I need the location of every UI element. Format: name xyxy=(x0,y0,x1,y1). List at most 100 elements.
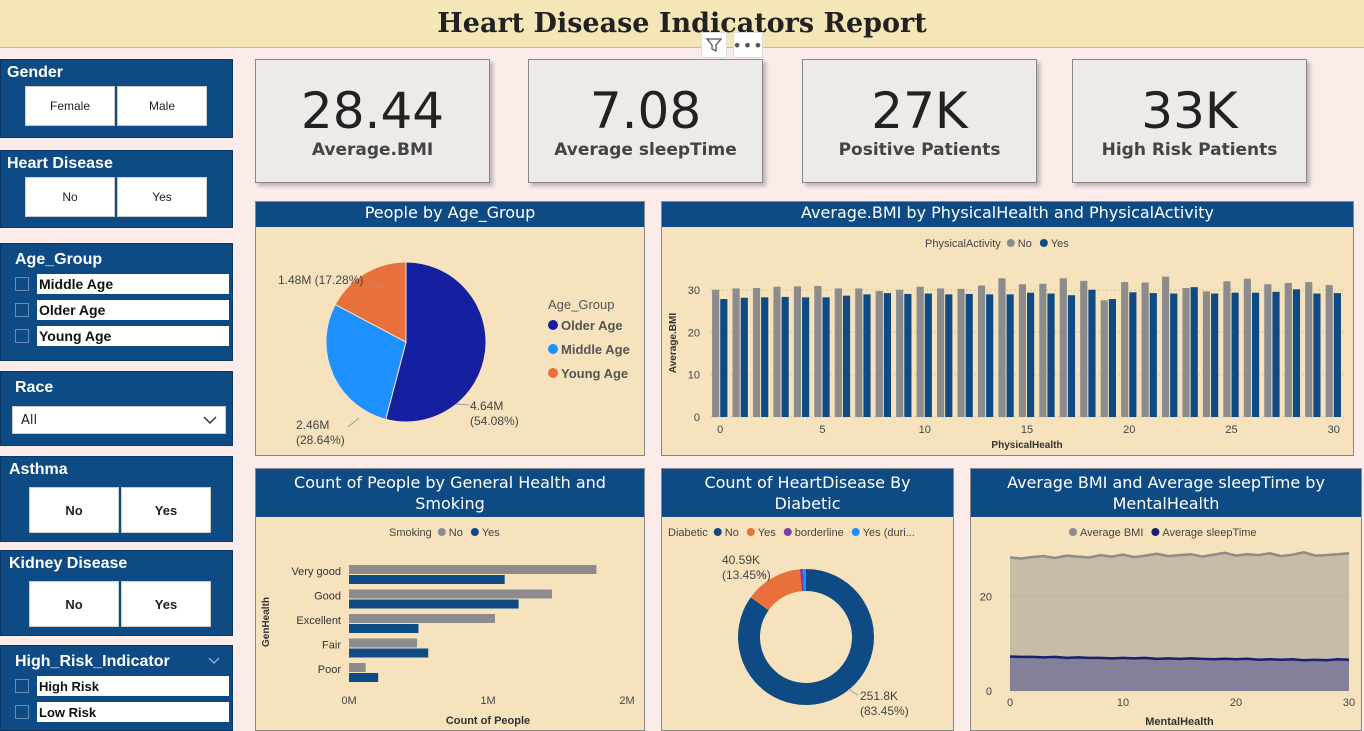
race-dropdown[interactable]: All xyxy=(12,406,226,434)
heart-disease-slicer-title: Heart Disease xyxy=(7,155,113,172)
bar-yes-19 xyxy=(1108,299,1116,417)
more-options-icon[interactable]: ••• xyxy=(732,32,763,58)
pie-slice-older-age xyxy=(385,261,487,423)
panel-title: Average BMI and Average sleepTime by Men… xyxy=(971,469,1361,517)
kpi-value: 7.08 xyxy=(589,82,702,140)
genhealth-smoking-bar-chart[interactable]: Smoking No Yes Very good Good Excellent Fair Po… xyxy=(256,517,644,731)
bar-no-12 xyxy=(957,288,965,417)
bar-no-9 xyxy=(896,289,904,417)
bar-no-21 xyxy=(1141,282,1149,417)
bar-no-3 xyxy=(773,286,781,417)
bar-yes-17 xyxy=(1067,295,1076,417)
kpi-label: Average sleepTime xyxy=(554,140,737,160)
legend-entry: Yes xyxy=(1051,238,1069,250)
legend-entry: Older Age xyxy=(561,318,623,333)
y-tick-label: Very good xyxy=(291,566,341,578)
asthma-yes-button[interactable]: Yes xyxy=(121,487,211,533)
x-tick-label: 5 xyxy=(819,424,825,436)
legend-entry: Average sleepTime xyxy=(1162,527,1256,539)
legend-entry: Yes (duri... xyxy=(863,527,915,539)
bar-no-2 xyxy=(752,288,761,417)
race-slicer-title: Race xyxy=(15,379,54,396)
checkbox[interactable] xyxy=(15,277,29,291)
checkbox[interactable] xyxy=(15,303,29,317)
mental-health-area-panel: Average BMI and Average sleepTime by Men… xyxy=(970,468,1362,731)
y-tick-label: 20 xyxy=(980,591,992,603)
panel-title: Count of People by General Health and Sm… xyxy=(256,469,644,517)
legend-entry: Yes xyxy=(482,527,500,539)
heart-disease-yes-button[interactable]: Yes xyxy=(117,177,207,217)
gender-male-button[interactable]: Male xyxy=(117,86,207,126)
high-risk-slicer: High_Risk_Indicator High Risk Low Risk xyxy=(0,645,233,731)
bar-no-30 xyxy=(1325,285,1333,417)
high-risk-option-low[interactable]: Low Risk xyxy=(37,702,229,722)
filter-icon-svg xyxy=(706,38,722,53)
mental-health-area-chart[interactable]: Average BMI Average sleepTime 0 20 0 10 20 30 Me… xyxy=(971,517,1361,731)
x-tick-label: 1M xyxy=(480,695,495,707)
chevron-down-icon[interactable] xyxy=(208,657,220,665)
donut-data-label: 40.59K xyxy=(722,553,760,567)
filter-icon[interactable] xyxy=(701,32,727,58)
x-tick-label: 30 xyxy=(1343,697,1355,709)
bar-yes-10 xyxy=(924,293,932,417)
high-risk-option-high[interactable]: High Risk xyxy=(37,676,229,696)
bar-yes-12 xyxy=(965,293,973,417)
bar-no-28 xyxy=(1284,282,1292,417)
age-group-pie-chart[interactable]: 4.64M(54.08%) 2.46M(28.64%) 1.48M (17.28%)… xyxy=(256,227,644,455)
kidney-disease-yes-button[interactable]: Yes xyxy=(121,581,211,627)
bar-no-poor xyxy=(349,663,366,672)
bar-no-fair xyxy=(349,638,418,648)
bar-yes-15 xyxy=(1027,292,1035,417)
legend-marker xyxy=(1151,528,1160,536)
x-axis-label: Count of People xyxy=(446,715,530,727)
bar-no-good xyxy=(349,589,552,599)
y-tick-label: Excellent xyxy=(296,615,341,627)
legend-entry: No xyxy=(725,527,739,539)
diabetic-donut-chart[interactable]: Diabetic No Yes borderline Yes (duri... 251.8… xyxy=(662,517,953,731)
legend-entry: No xyxy=(449,527,463,539)
age-group-option-middle[interactable]: Middle Age xyxy=(37,274,229,294)
age-group-option-older[interactable]: Older Age xyxy=(37,300,229,320)
bar-yes-16 xyxy=(1047,293,1055,417)
checkbox[interactable] xyxy=(15,705,29,719)
y-tick-label: 0 xyxy=(694,412,700,424)
bar-no-25 xyxy=(1223,281,1231,417)
legend-marker xyxy=(1069,528,1077,536)
checkbox[interactable] xyxy=(15,329,29,343)
heart-disease-slicer: Heart Disease No Yes xyxy=(0,150,233,228)
legend-marker xyxy=(783,528,792,536)
bar-yes-11 xyxy=(945,294,953,417)
bar-no-very-good xyxy=(349,565,597,574)
legend-entry: Yes xyxy=(758,527,776,539)
legend-entry: borderline xyxy=(795,527,844,539)
bar-no-26 xyxy=(1243,278,1251,417)
gender-slicer-title: Gender xyxy=(7,64,64,81)
donut-data-label: 251.8K xyxy=(860,689,898,703)
kpi-label: Average.BMI xyxy=(311,140,434,160)
bar-yes-14 xyxy=(1006,294,1014,417)
area-fill-1 xyxy=(1010,656,1349,691)
gender-female-button[interactable]: Female xyxy=(25,86,115,126)
pie-slice-young-age xyxy=(334,261,407,343)
bar-no-16 xyxy=(1039,283,1047,417)
asthma-no-button[interactable]: No xyxy=(29,487,119,533)
x-tick-label: 2M xyxy=(619,695,634,707)
bar-no-24 xyxy=(1202,291,1211,417)
x-tick-label: 20 xyxy=(1230,697,1242,709)
age-group-option-young[interactable]: Young Age xyxy=(37,326,229,346)
bmi-physical-bar-chart[interactable]: PhysicalActivity No Yes 0 10 20 30 0 5 10 15 20 25 30… xyxy=(662,227,1353,455)
legend-title: PhysicalActivity xyxy=(925,238,1001,250)
heart-disease-no-button[interactable]: No xyxy=(25,177,115,217)
donut-slice-borderline xyxy=(799,569,805,592)
bar-yes-21 xyxy=(1149,293,1157,417)
donut-data-label: (83.45%) xyxy=(860,704,909,718)
kpi-value: 28.44 xyxy=(300,82,445,140)
bar-no-29 xyxy=(1305,282,1313,417)
kidney-disease-no-button[interactable]: No xyxy=(29,581,119,627)
y-tick-label: Good xyxy=(314,591,341,603)
bar-yes-8 xyxy=(883,293,892,417)
bar-yes-good xyxy=(349,599,519,609)
bar-yes-24 xyxy=(1211,293,1219,417)
pie-data-label: 1.48M (17.28%) xyxy=(278,273,363,287)
checkbox[interactable] xyxy=(15,679,29,693)
